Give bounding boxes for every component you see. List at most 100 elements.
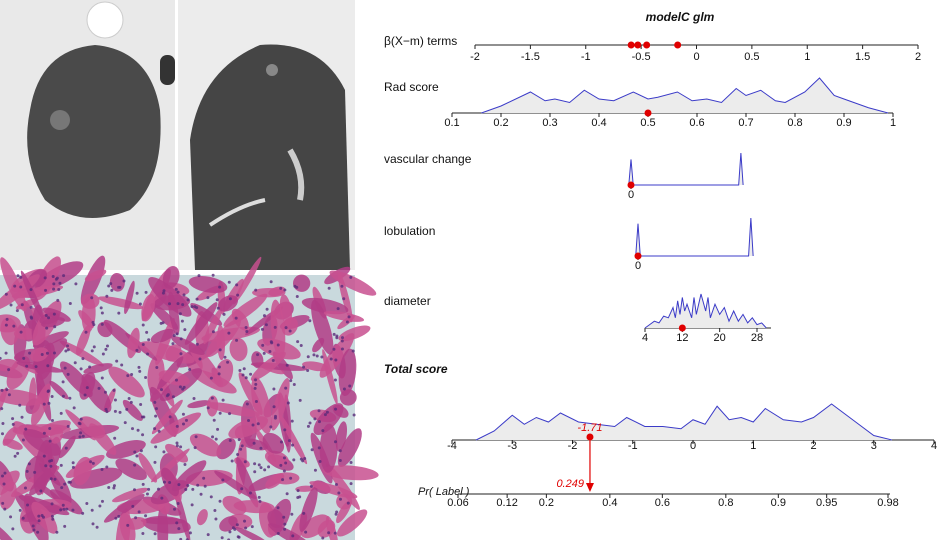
tissue-strand bbox=[189, 433, 222, 457]
tissue-strand bbox=[268, 523, 314, 540]
nucleus bbox=[248, 491, 252, 495]
tissue-strand bbox=[233, 500, 275, 514]
nucleus bbox=[1, 421, 5, 425]
nucleus bbox=[327, 531, 331, 535]
nucleus bbox=[296, 489, 300, 493]
nucleus bbox=[198, 357, 202, 361]
nucleus bbox=[65, 507, 69, 511]
nucleus bbox=[174, 378, 178, 382]
nucleus bbox=[59, 508, 63, 512]
tissue-strand bbox=[150, 412, 202, 444]
nucleus bbox=[241, 373, 245, 377]
nucleus bbox=[342, 387, 346, 391]
nucleus bbox=[310, 448, 314, 452]
nucleus bbox=[91, 461, 95, 465]
nucleus bbox=[253, 470, 257, 474]
nucleus bbox=[283, 527, 287, 531]
nucleus bbox=[183, 462, 187, 466]
tissue-strand bbox=[336, 509, 368, 537]
point-marker bbox=[634, 41, 642, 49]
nucleus bbox=[346, 501, 350, 505]
nucleus bbox=[298, 398, 302, 402]
nucleus bbox=[11, 422, 15, 426]
tissue-strand bbox=[108, 366, 145, 398]
nucleus bbox=[64, 446, 68, 450]
nucleus bbox=[188, 368, 192, 372]
tissue-strand bbox=[58, 435, 76, 459]
nucleus bbox=[174, 287, 178, 291]
nucleus bbox=[48, 427, 52, 431]
nucleus bbox=[214, 437, 218, 441]
nucleus bbox=[118, 410, 122, 414]
nucleus bbox=[117, 311, 121, 315]
nucleus bbox=[285, 492, 289, 496]
density-curve bbox=[644, 293, 767, 329]
nucleus bbox=[26, 503, 30, 507]
tissue-strand bbox=[151, 399, 183, 435]
nucleus bbox=[98, 504, 102, 508]
tick-label: 1 bbox=[890, 117, 896, 129]
nucleus bbox=[0, 356, 2, 360]
point-marker bbox=[644, 109, 652, 117]
nucleus bbox=[105, 410, 109, 414]
nucleus bbox=[244, 526, 248, 530]
nucleus bbox=[236, 453, 240, 457]
point-marker bbox=[627, 41, 635, 49]
tissue-strand bbox=[338, 325, 371, 342]
nucleus bbox=[315, 354, 319, 358]
tissue-strand bbox=[158, 370, 190, 386]
tissue-strand bbox=[338, 348, 357, 397]
nucleus bbox=[178, 385, 182, 389]
nucleus bbox=[61, 394, 65, 398]
nucleus bbox=[117, 514, 121, 518]
nucleus bbox=[239, 447, 243, 451]
nucleus bbox=[43, 276, 47, 280]
tissue-strand bbox=[13, 327, 37, 340]
nucleus bbox=[235, 283, 239, 287]
nucleus bbox=[44, 314, 48, 318]
nucleus bbox=[262, 351, 266, 355]
nucleus bbox=[194, 435, 198, 439]
nucleus bbox=[20, 415, 24, 419]
nucleus bbox=[74, 282, 78, 286]
nucleus bbox=[296, 340, 300, 344]
tissue-strand bbox=[265, 473, 284, 489]
nucleus bbox=[154, 414, 158, 418]
nucleus bbox=[113, 398, 117, 402]
tick-label: 0.9 bbox=[771, 497, 786, 509]
tissue-strand bbox=[206, 402, 260, 417]
tissue-strand bbox=[0, 317, 19, 346]
nucleus bbox=[155, 366, 159, 370]
row-label: Rad score bbox=[384, 80, 439, 94]
nucleus bbox=[247, 419, 251, 423]
nucleus bbox=[340, 339, 344, 343]
tissue-strand bbox=[18, 495, 70, 516]
nucleus bbox=[153, 400, 157, 404]
tissue-strand bbox=[2, 438, 23, 450]
nucleus bbox=[291, 534, 295, 538]
nucleus bbox=[176, 302, 180, 306]
nucleus bbox=[36, 530, 40, 534]
nucleus bbox=[177, 527, 181, 531]
tissue-strand bbox=[201, 326, 261, 342]
nucleus bbox=[79, 417, 83, 421]
tissue-strand bbox=[323, 310, 365, 322]
nucleus bbox=[349, 482, 353, 486]
nucleus bbox=[178, 312, 182, 316]
nucleus bbox=[91, 320, 95, 324]
nucleus bbox=[117, 285, 121, 289]
nucleus bbox=[153, 427, 157, 431]
nucleus bbox=[269, 280, 273, 284]
nucleus bbox=[223, 355, 227, 359]
nucleus bbox=[107, 284, 111, 288]
tissue-strand bbox=[238, 372, 263, 415]
nucleus bbox=[45, 351, 49, 355]
density-curve bbox=[635, 217, 754, 257]
nucleus bbox=[45, 326, 49, 330]
nucleus bbox=[141, 323, 145, 327]
nucleus bbox=[195, 297, 199, 301]
nucleus bbox=[244, 376, 248, 380]
nucleus bbox=[99, 306, 103, 310]
row-label: lobulation bbox=[384, 224, 435, 238]
nucleus bbox=[177, 483, 181, 487]
